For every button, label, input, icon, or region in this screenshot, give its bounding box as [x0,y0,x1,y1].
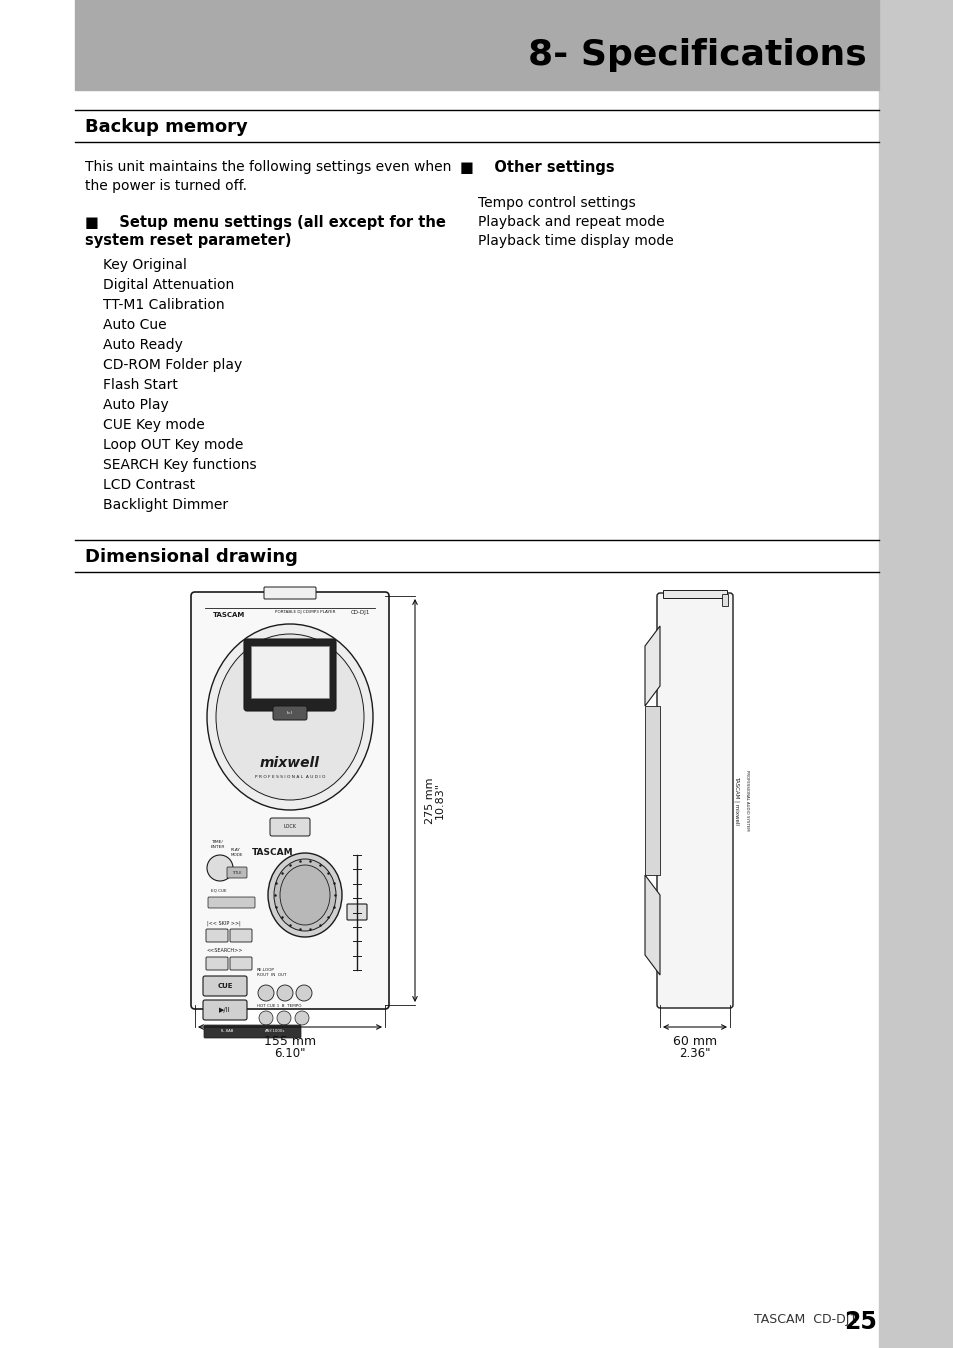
Text: ■    Other settings: ■ Other settings [459,160,614,175]
FancyBboxPatch shape [203,1000,247,1020]
Bar [878,0,953,1348]
Ellipse shape [207,624,373,810]
Text: TITLE: TITLE [232,871,241,875]
FancyBboxPatch shape [230,957,252,971]
Text: Auto Ready: Auto Ready [103,338,183,352]
Circle shape [276,985,293,1002]
Text: EQ CUE: EQ CUE [211,888,227,892]
Text: system reset parameter): system reset parameter) [85,233,292,248]
Circle shape [294,1011,309,1024]
Text: Digital Attenuation: Digital Attenuation [103,278,234,293]
Text: PORTABLE DJ CD/MP3 PLAYER: PORTABLE DJ CD/MP3 PLAYER [274,611,335,613]
Text: CD-DJ1: CD-DJ1 [351,611,370,615]
FancyBboxPatch shape [227,867,247,878]
Bar [644,706,659,875]
Text: Dimensional drawing: Dimensional drawing [85,549,297,566]
Text: SEARCH Key functions: SEARCH Key functions [103,458,256,472]
Text: FL.8AB: FL.8AB [220,1030,233,1034]
FancyBboxPatch shape [270,818,310,836]
Text: Playback and repeat mode: Playback and repeat mode [477,214,664,229]
FancyBboxPatch shape [657,593,732,1008]
Text: I<I: I<I [287,710,293,714]
Text: CUE: CUE [217,983,233,989]
Text: P R O F E S S I O N A L  A U D I O: P R O F E S S I O N A L A U D I O [254,775,325,779]
Ellipse shape [274,859,335,931]
Ellipse shape [280,865,330,925]
FancyBboxPatch shape [208,896,254,909]
Text: Key Original: Key Original [103,257,187,272]
Text: LOCK: LOCK [283,825,296,829]
Text: Flash Start: Flash Start [103,377,177,392]
FancyBboxPatch shape [203,976,247,996]
Bar [662,590,726,599]
Text: Loop OUT Key mode: Loop OUT Key mode [103,438,243,452]
Text: TASCAM: TASCAM [252,848,294,857]
Text: PROFESSIONAL AUDIO SYSTEM: PROFESSIONAL AUDIO SYSTEM [744,770,748,830]
Text: |<< SKIP >>|: |<< SKIP >>| [207,919,240,926]
Text: TT-M1 Calibration: TT-M1 Calibration [103,298,224,311]
Text: 2.36": 2.36" [679,1047,710,1060]
Text: RE.LOOP
ROUT  IN  OUT: RE.LOOP ROUT IN OUT [256,968,286,977]
Text: TASCAM: TASCAM [213,612,245,617]
Text: 155 mm: 155 mm [264,1035,315,1047]
Polygon shape [644,875,659,975]
Bar [75,0,878,90]
FancyBboxPatch shape [244,639,335,710]
Text: TIME/
ENTER: TIME/ ENTER [211,840,225,849]
Text: TASCAM  CD-DJ1: TASCAM CD-DJ1 [753,1313,864,1326]
Text: 275 mm: 275 mm [424,778,435,824]
Ellipse shape [215,634,364,799]
Circle shape [295,985,312,1002]
Text: ▶/II: ▶/II [219,1007,231,1012]
Text: Tempo control settings: Tempo control settings [477,195,635,210]
Text: Backup memory: Backup memory [85,119,248,136]
FancyBboxPatch shape [273,706,307,720]
Bar [721,594,727,607]
Circle shape [258,1011,273,1024]
Text: CD-ROM Folder play: CD-ROM Folder play [103,359,242,372]
Text: Auto Cue: Auto Cue [103,318,167,332]
FancyBboxPatch shape [206,957,228,971]
Text: Auto Play: Auto Play [103,398,169,412]
Text: Backlight Dimmer: Backlight Dimmer [103,497,228,512]
Text: CUE Key mode: CUE Key mode [103,418,205,431]
Text: LCD Contrast: LCD Contrast [103,479,195,492]
Text: TASCAM | mixwell: TASCAM | mixwell [733,775,739,825]
Text: PLAY
MODE: PLAY MODE [231,848,243,857]
FancyBboxPatch shape [191,592,389,1010]
Text: Playback time display mode: Playback time display mode [477,235,673,248]
Bar [251,646,329,698]
Text: mixwell: mixwell [260,756,319,770]
FancyBboxPatch shape [264,586,315,599]
Text: 10.83": 10.83" [435,782,444,820]
Text: 8- Specifications: 8- Specifications [528,38,866,71]
Circle shape [276,1011,291,1024]
Circle shape [207,855,233,882]
Text: <<SEARCH>>: <<SEARCH>> [207,948,243,953]
FancyBboxPatch shape [347,905,367,919]
Circle shape [257,985,274,1002]
Text: HOT CUE 1  B  TEMPO: HOT CUE 1 B TEMPO [256,1004,301,1008]
Text: 25: 25 [843,1310,876,1335]
Text: ■    Setup menu settings (all except for the: ■ Setup menu settings (all except for th… [85,214,445,231]
Text: ANY.1000s: ANY.1000s [265,1030,285,1034]
Polygon shape [644,625,659,706]
FancyBboxPatch shape [204,1024,301,1038]
FancyBboxPatch shape [206,929,228,942]
FancyBboxPatch shape [230,929,252,942]
Text: 60 mm: 60 mm [672,1035,717,1047]
Ellipse shape [268,853,341,937]
Text: the power is turned off.: the power is turned off. [85,179,247,193]
Text: 6.10": 6.10" [274,1047,305,1060]
Text: This unit maintains the following settings even when: This unit maintains the following settin… [85,160,451,174]
